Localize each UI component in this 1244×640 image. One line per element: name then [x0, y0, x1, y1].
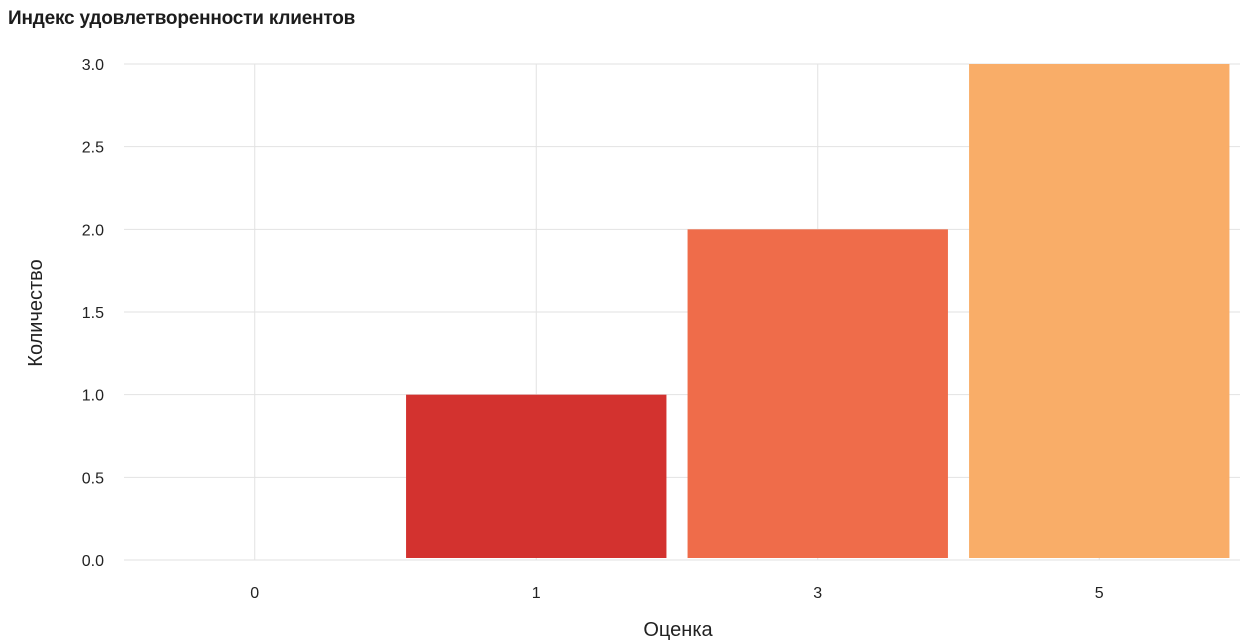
y-tick-label: 0.0	[82, 553, 104, 570]
y-axis-title: Количество	[25, 259, 47, 366]
x-axis-title: Оценка	[643, 619, 713, 640]
y-tick-label: 2.5	[82, 140, 104, 157]
y-tick-label: 2.0	[82, 222, 104, 239]
x-axis-ticks: 0 1 3 5	[250, 585, 1104, 602]
x-tick-label: 0	[250, 585, 259, 602]
chart-title: Индекс удовлетворенности клиентов	[8, 8, 356, 29]
y-axis-ticks: 0.0 0.5 1.0 1.5 2.0 2.5 3.0	[82, 57, 104, 570]
bars	[406, 64, 1230, 559]
bar-3	[687, 229, 948, 559]
x-tick-label: 3	[813, 585, 822, 602]
x-tick-label: 1	[532, 585, 541, 602]
y-tick-label: 0.5	[82, 470, 104, 487]
x-tick-label: 5	[1095, 585, 1104, 602]
y-tick-label: 3.0	[82, 57, 104, 74]
bar-5	[969, 64, 1230, 558]
bar-1	[406, 394, 667, 558]
y-tick-label: 1.5	[82, 305, 104, 322]
y-tick-label: 1.0	[82, 388, 104, 405]
